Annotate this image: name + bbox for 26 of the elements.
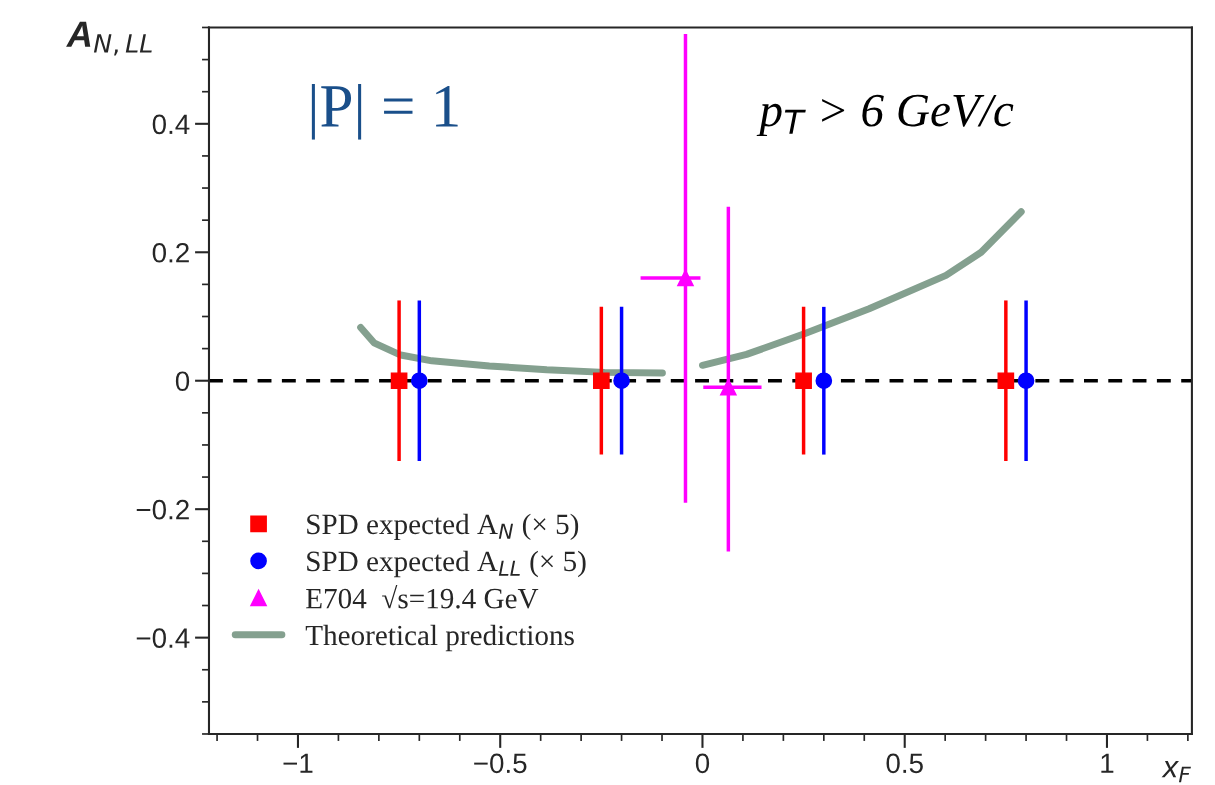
x-tick-label: 0	[695, 753, 710, 774]
legend-label: E704 √s=19.4 GeV	[306, 585, 539, 609]
x-tick-label: −1	[283, 753, 313, 773]
point	[815, 372, 833, 390]
point	[1017, 372, 1035, 390]
point	[997, 372, 1015, 390]
point	[410, 372, 428, 390]
legend-label: SPD expected A$_{N}$ (× 5)	[307, 513, 579, 541]
annotation: |P| = 1	[311, 83, 458, 140]
point	[593, 372, 610, 390]
y-tick-label: 0.2	[152, 242, 189, 263]
x-axis-title: x$_{F}$	[1161, 761, 1191, 783]
point	[613, 372, 630, 390]
x-tick-label: 1	[1101, 753, 1114, 773]
x-tick-label: 0.5	[886, 753, 923, 774]
y-tick-label: 0	[175, 371, 190, 392]
x-tick-label: −0.5	[474, 753, 527, 774]
y-tick-label: −0.2	[136, 499, 189, 520]
y-axis-title: A$_{N,LL}$	[66, 21, 152, 56]
y-tick-label: −0.4	[136, 628, 190, 648]
y-tick-label: 0.4	[152, 114, 190, 135]
annotation: p$_{T}$ > 6 GeV/c	[756, 94, 1014, 137]
legend-label: Theoretical predictions	[305, 624, 574, 652]
point	[390, 372, 408, 390]
legend-label: SPD expected A$_{LL}$ (× 5)	[307, 550, 586, 578]
point	[795, 372, 812, 390]
